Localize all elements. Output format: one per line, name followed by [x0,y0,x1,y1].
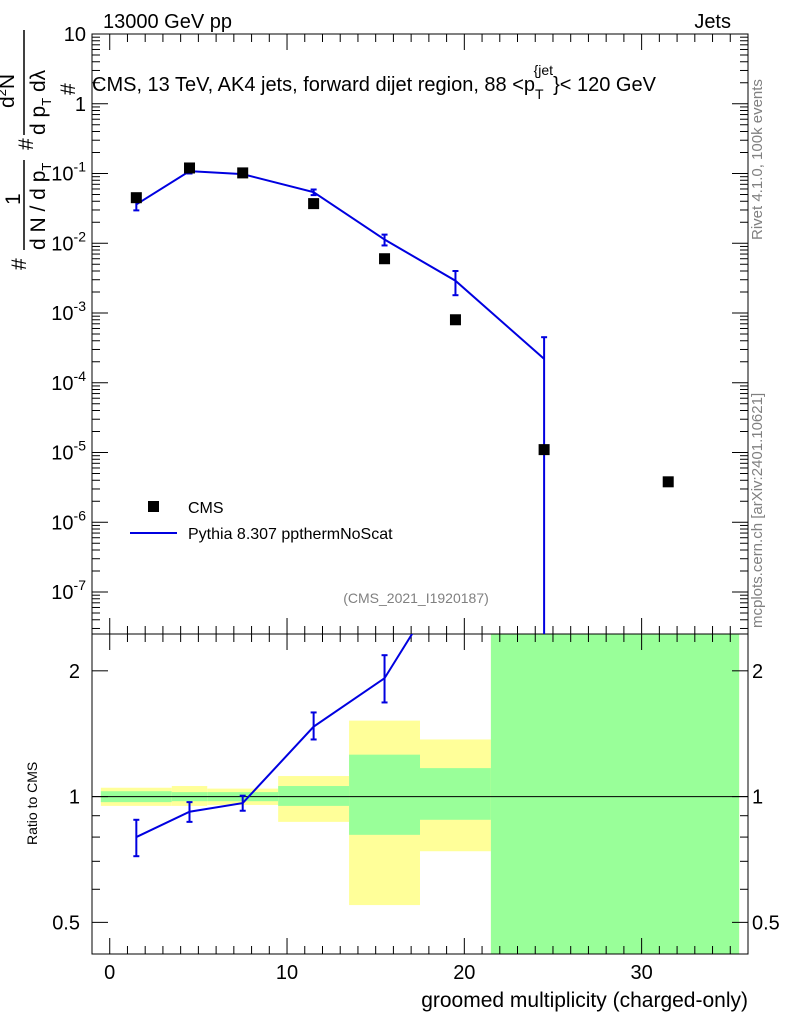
cms-point [130,192,142,204]
ylabel-ratio: Ratio to CMS [24,762,40,845]
ratio-ytick-label-right: 1 [752,787,763,809]
xtick-label: 10 [276,962,298,984]
cms-point [308,198,320,210]
legend-cms-marker [148,501,159,512]
main-ytick-label: 10-1 [51,159,86,186]
legend: CMS Pythia 8.307 ppthermNoScat [130,500,393,543]
ylabel-main: # 1 d N / d pT # d2N d pT dλ # [0,30,80,270]
ratio-line [135,634,414,838]
legend-pythia-label: Pythia 8.307 ppthermNoScat [188,526,393,543]
xlabel: groomed multiplicity (charged-only) [421,989,748,1012]
cms-point [379,253,391,265]
ylabel-hash-3: # [57,83,80,95]
cms-point [538,444,550,456]
plot-title: CMS, 13 TeV, AK4 jets, forward dijet reg… [92,62,657,102]
ylabel-one: 1 [2,193,25,205]
stat-uncertainty-band [490,634,740,954]
header-observable: Jets [694,11,731,33]
title-sub: T [535,86,544,102]
ratio-ytick-label: 2 [69,661,80,683]
stat-uncertainty-band [278,786,350,806]
main-ytick-label: 10-7 [51,577,86,604]
ylabel-hash: # [8,258,31,270]
cms-point [449,314,461,326]
ratio-data-marks [133,634,414,858]
main-data-marks [130,162,674,634]
main-panel-frame [91,33,749,635]
mcplots-label: mcplots.cern.ch [arXiv:2401.10621] [749,393,766,628]
legend-cms-label: CMS [188,500,224,517]
cms-point [237,167,249,179]
cms-point [184,162,196,174]
header-process: 13000 GeV pp [103,11,232,33]
ratio-ytick-label: 0.5 [52,912,80,934]
title-sup: {jet [534,62,554,78]
ratio-axes: 0.5 0.51 12 20 10 20 30 [52,634,780,984]
ratio-ytick-label-right: 2 [752,661,763,683]
stat-uncertainty-band [420,768,491,820]
pythia-line [135,170,545,360]
ratio-ytick-label: 1 [69,787,80,809]
main-ytick-label: 10-2 [51,228,86,255]
ratio-panel-frame [91,633,749,955]
ylabel-dpt-dlambda: d pT dλ [27,69,54,135]
analysis-id: (CMS_2021_I1920187) [343,590,489,606]
rivet-label: Rivet 4.1.0, 100k events [749,79,766,240]
title-pre: CMS, 13 TeV, AK4 jets, forward dijet reg… [92,74,535,96]
cms-point [662,476,674,488]
ylabel-d2n: d2N [0,74,19,108]
xtick-label: 0 [104,962,115,984]
xtick-label: 20 [453,962,475,984]
main-ytick-label: 10-5 [51,438,86,465]
main-ytick-label: 10-6 [51,507,86,534]
main-ytick-label: 10-4 [51,368,86,395]
ylabel-dn-dpt: d N / d pT [27,163,54,250]
stat-uncertainty-band [349,754,420,835]
main-ytick-label: 1 [75,94,86,116]
main-axes: 10-7 10-6 10-5 10-4 10-3 10-2 10-1 1 10 [51,24,748,634]
ratio-ytick-label-right: 0.5 [752,912,780,934]
ylabel-hash-2: # [15,138,38,150]
ratio-uncertainty-bands [92,634,748,954]
xtick-label: 30 [630,962,652,984]
main-ytick-label: 10-3 [51,298,86,325]
main-ytick-label: 10 [64,24,86,46]
title-post: }< 120 GeV [553,74,657,96]
